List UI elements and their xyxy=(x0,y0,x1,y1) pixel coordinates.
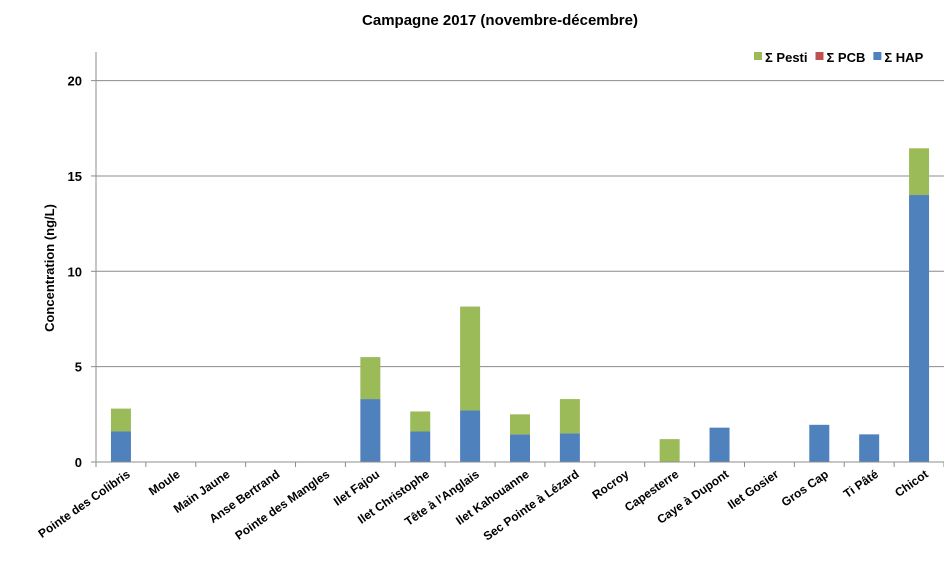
legend-swatch xyxy=(873,52,882,60)
bar-segment xyxy=(659,439,680,462)
bar-segment xyxy=(559,399,580,434)
x-tick-label: Moule xyxy=(146,467,183,499)
legend: Σ Pesti Σ PCB Σ HAP xyxy=(754,50,924,65)
bar-segment xyxy=(460,306,481,411)
bar-segment xyxy=(559,433,580,462)
bar-segment xyxy=(859,434,880,462)
legend-label: Σ HAP xyxy=(884,50,923,65)
bar-segment xyxy=(360,399,381,462)
legend-swatch xyxy=(815,52,824,60)
x-tick-label: Chicot xyxy=(892,467,931,500)
bar-segment xyxy=(410,431,431,462)
axes xyxy=(91,52,944,467)
bar-segment xyxy=(510,414,530,435)
y-tick-label: 15 xyxy=(68,169,82,184)
bars xyxy=(110,148,930,462)
legend-swatch xyxy=(754,52,762,60)
y-tick-label: 20 xyxy=(68,74,82,89)
x-tick-label: Rocroy xyxy=(590,467,632,502)
y-tick-label: 0 xyxy=(75,455,82,470)
gridlines xyxy=(96,80,944,368)
bar-segment xyxy=(360,357,381,400)
bar-segment xyxy=(460,410,481,462)
y-tick-label: 10 xyxy=(68,264,82,279)
bar-segment xyxy=(110,431,131,462)
legend-label: Σ PCB xyxy=(827,50,866,65)
bar-segment xyxy=(709,427,730,462)
bar-segment xyxy=(410,411,431,432)
bar-segment xyxy=(809,424,830,462)
y-tick-label: 5 xyxy=(75,360,82,375)
bar-segment xyxy=(510,434,530,462)
y-tick-labels: 0 5 10 15 20 xyxy=(68,74,82,470)
x-tick-label: Gros Cap xyxy=(779,467,831,509)
bar-segment xyxy=(909,195,930,462)
y-axis-label: Concentration (ng/L) xyxy=(42,204,57,332)
x-tick-label: Pointe des Colibris xyxy=(36,467,133,541)
bar-segment xyxy=(909,148,930,196)
x-tick-label: Pointe des Mangles xyxy=(232,467,332,543)
legend-label: Σ Pesti xyxy=(765,50,808,65)
x-tick-label: Ti Pâté xyxy=(841,467,881,501)
bar-segment xyxy=(110,408,131,432)
x-tick-label: Ilet Gosier xyxy=(725,467,781,512)
chart-title: Campagne 2017 (novembre-décembre) xyxy=(362,12,638,29)
